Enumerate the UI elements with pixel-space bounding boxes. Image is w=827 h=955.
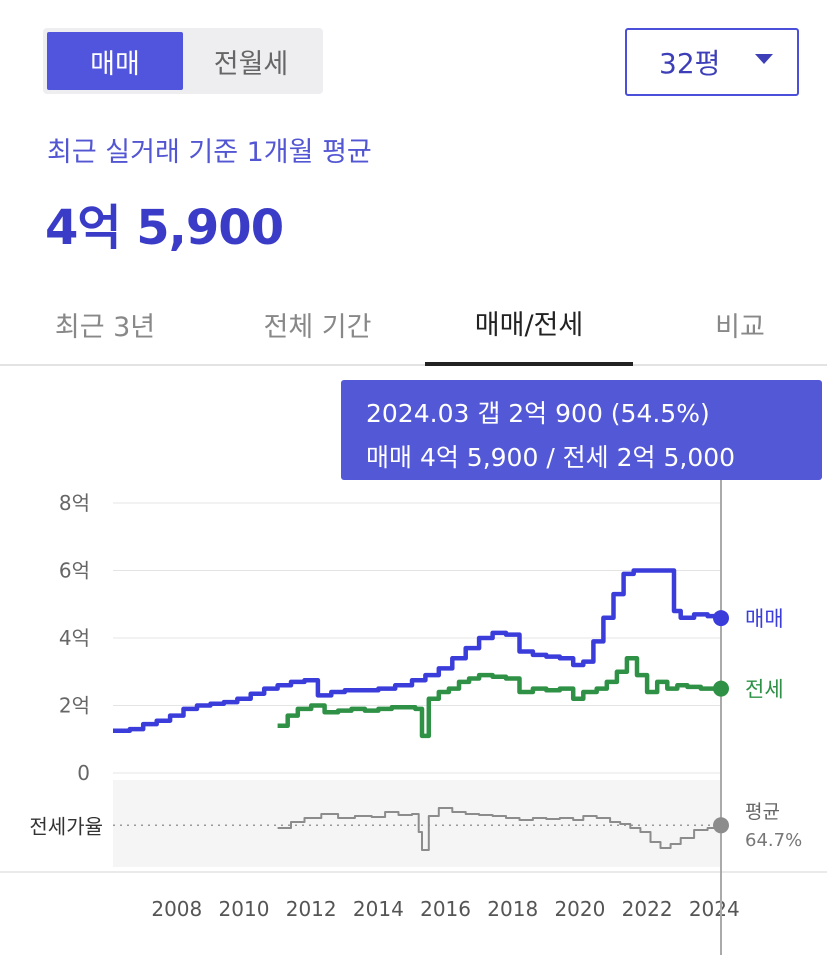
jeonse-price-line	[277, 656, 721, 739]
x-tick-label: 2010	[219, 897, 270, 921]
x-tick-label: 2018	[487, 897, 538, 921]
y-tick-label: 4억	[59, 626, 90, 650]
x-tick-label: 2024	[689, 897, 740, 921]
x-tick-label: 2016	[420, 897, 471, 921]
toggle-sale-button[interactable]: 매매	[47, 32, 183, 90]
x-tick-label: 2020	[554, 897, 605, 921]
x-tick-label: 2022	[622, 897, 673, 921]
x-tick-label: 2012	[286, 897, 337, 921]
sale-legend-label: 매매	[745, 607, 784, 631]
jeonse-ratio-line	[277, 807, 722, 851]
tab-all-period[interactable]: 전체 기간	[263, 311, 372, 343]
tooltip-gap: 2024.03 갭 2억 900 (54.5%)	[366, 399, 710, 428]
tab-sale-jeonse[interactable]: 매매/전세	[425, 282, 633, 366]
trade-type-toggle: 매매 전월세	[43, 28, 323, 94]
ratio-average-value: 64.7%	[745, 830, 802, 851]
caret-down-icon	[755, 54, 773, 64]
average-price: 4억 5,900	[45, 200, 284, 256]
chart-tooltip: 2024.03 갭 2억 900 (54.5%) 매매 4억 5,900 / 전…	[341, 380, 822, 480]
toggle-rent-button[interactable]: 전월세	[213, 48, 289, 80]
price-basis-subtitle: 최근 실거래 기준 1개월 평균	[47, 137, 372, 168]
ratio-current-point	[713, 817, 729, 834]
sale-price-line	[113, 568, 724, 734]
y-tick-label: 0	[77, 761, 90, 785]
price-chart[interactable]: 0 2억 4억 6억 8억 전세가율 2008 2010 2012 2014 2016 2018 2…	[0, 480, 827, 955]
area-size-select[interactable]: 32평	[625, 28, 799, 96]
period-tabs: 최근 3년 전체 기간 매매/전세 비교	[0, 282, 827, 366]
x-tick-label: 2014	[353, 897, 404, 921]
area-size-value: 32평	[659, 47, 721, 80]
tab-recent-3y[interactable]: 최근 3년	[54, 311, 156, 343]
tab-compare[interactable]: 비교	[715, 311, 765, 343]
y-tick-label: 6억	[59, 559, 90, 583]
tooltip-prices: 매매 4억 5,900 / 전세 2억 5,000	[366, 443, 736, 472]
x-tick-label: 2008	[151, 897, 202, 921]
y-tick-label: 8억	[59, 491, 90, 515]
jeonse-current-point	[713, 680, 729, 697]
jeonse-legend-label: 전세	[745, 678, 784, 702]
sale-current-point	[713, 610, 729, 627]
ratio-panel-label: 전세가율	[29, 814, 103, 838]
y-tick-label: 2억	[59, 694, 90, 718]
ratio-average-label: 평균	[745, 801, 780, 823]
